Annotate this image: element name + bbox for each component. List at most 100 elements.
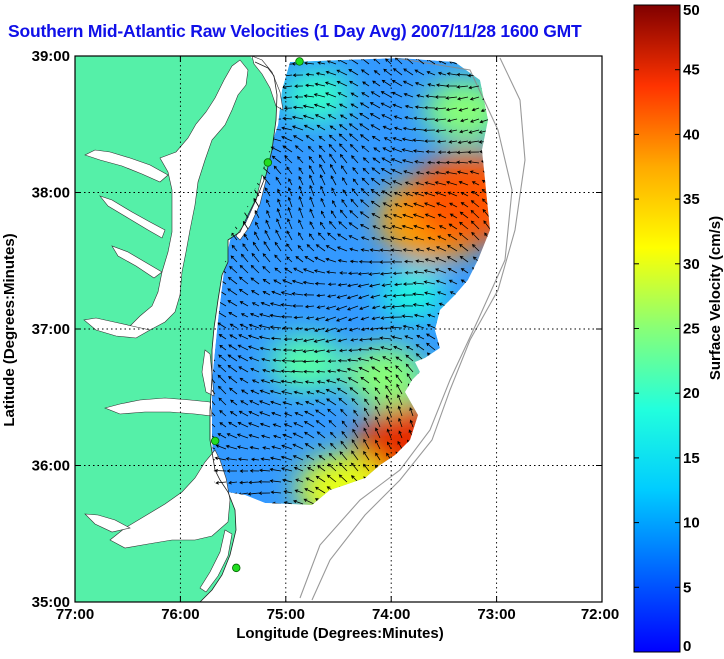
map-title: Southern Mid-Atlantic Raw Velocities (1 …: [8, 21, 582, 41]
velocity-arrow: [456, 170, 469, 175]
velocity-arrow: [362, 167, 370, 175]
velocity-arrow: [217, 374, 227, 384]
velocity-arrow: [369, 248, 381, 252]
velocity-arrow: [325, 379, 337, 384]
velocity-arrow: [458, 232, 469, 241]
velocity-arrow: [394, 203, 403, 208]
velocity-arrow: [350, 92, 359, 98]
velocity-arrow: [288, 187, 293, 197]
velocity-arrow: [250, 264, 260, 274]
x-tick-labels: 77:00 76:00 75:00 74:00 73:00 72:00: [56, 606, 619, 623]
velocity-arrow: [239, 377, 249, 384]
velocity-arrow: [414, 69, 425, 76]
velocity-arrow: [434, 181, 447, 186]
velocity-arrow: [275, 229, 282, 241]
velocity-arrow: [426, 324, 436, 329]
velocity-arrow: [229, 265, 238, 274]
velocity-arrow: [315, 409, 326, 417]
velocity-arrow: [353, 409, 359, 417]
velocity-arrow: [392, 214, 403, 219]
velocity-arrow: [414, 160, 425, 164]
velocity-arrow: [373, 70, 381, 76]
velocity-arrow: [375, 452, 381, 461]
velocity-arrow: [362, 157, 370, 164]
velocity-arrow: [383, 294, 392, 298]
velocity-arrow: [316, 305, 326, 309]
velocity-arrow: [325, 338, 337, 343]
velocity-arrow: [293, 338, 304, 342]
colorbar-tick-label: 50: [683, 2, 700, 19]
velocity-arrow: [316, 380, 326, 384]
velocity-arrow: [401, 224, 414, 230]
velocity-arrow: [330, 442, 337, 450]
velocity-arrow: [379, 272, 392, 276]
velocity-arrow: [270, 369, 282, 373]
velocity-arrow: [471, 107, 480, 112]
velocity-arrow: [391, 147, 403, 153]
velocity-arrow: [362, 81, 370, 87]
velocity-arrow: [258, 491, 271, 495]
velocity-arrow: [401, 293, 414, 297]
velocity-arrow: [259, 313, 271, 318]
velocity-arrow: [237, 421, 249, 428]
velocity-arrow: [262, 446, 271, 450]
velocity-arrow: [259, 346, 271, 351]
velocity-arrow: [327, 463, 337, 472]
velocity-arrow: [386, 405, 392, 417]
velocity-arrow: [313, 103, 326, 109]
velocity-arrow: [275, 176, 282, 186]
velocity-arrow: [282, 433, 293, 439]
velocity-arrow: [363, 407, 370, 417]
velocity-arrow: [315, 316, 326, 321]
velocity-arrow: [372, 225, 381, 230]
velocity-arrow: [403, 93, 414, 98]
velocity-arrow: [397, 405, 403, 417]
velocity-arrow: [379, 248, 392, 252]
velocity-arrow: [360, 199, 370, 208]
velocity-arrow: [401, 236, 414, 241]
velocity-arrow: [283, 337, 293, 341]
velocity-arrow: [348, 271, 359, 276]
colorbar-ticks: 0 5 10 15 20 25 30 35 40 45 50: [634, 2, 700, 655]
velocity-arrow: [298, 232, 304, 241]
velocity-arrow: [212, 456, 216, 461]
velocity-arrow: [349, 247, 359, 252]
velocity-arrow: [283, 106, 293, 110]
velocity-arrow: [269, 456, 282, 461]
velocity-arrow: [391, 335, 403, 340]
velocity-arrow: [372, 157, 381, 164]
velocity-arrow: [357, 347, 370, 352]
velocity-arrow: [313, 93, 326, 98]
velocity-arrow: [291, 292, 304, 296]
velocity-arrow: [370, 177, 381, 186]
velocity-arrow: [327, 282, 337, 287]
velocity-arrow: [447, 233, 458, 241]
velocity-arrow: [370, 124, 381, 131]
velocity-arrow: [371, 213, 381, 219]
velocity-arrow: [326, 398, 337, 406]
velocity-arrow: [382, 125, 392, 131]
velocity-arrow: [350, 338, 359, 342]
velocity-arrow: [326, 103, 337, 109]
velocity-arrow: [449, 213, 458, 219]
velocity-arrow: [459, 211, 469, 219]
velocity-arrow: [348, 133, 359, 142]
velocity-arrow: [413, 192, 425, 197]
velocity-arrow: [426, 71, 436, 76]
velocity-arrow: [262, 176, 271, 186]
velocity-arrow: [424, 202, 436, 208]
y-tick-label: 39:00: [32, 48, 70, 65]
velocity-arrow: [374, 396, 381, 406]
velocity-arrow: [446, 244, 458, 252]
velocity-arrow: [401, 148, 414, 153]
velocity-arrow: [404, 104, 414, 109]
velocity-arrow: [338, 348, 348, 353]
velocity-arrow: [427, 313, 436, 318]
velocity-arrow: [228, 421, 238, 428]
velocity-arrow: [287, 218, 293, 230]
velocity-arrow: [380, 236, 392, 241]
velocity-arrow: [271, 155, 282, 164]
velocity-arrow: [227, 300, 238, 307]
velocity-arrow: [402, 80, 414, 87]
